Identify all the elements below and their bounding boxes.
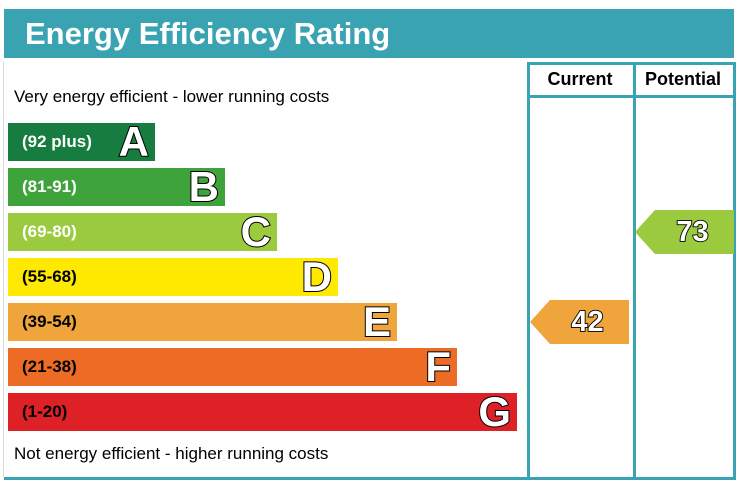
- top-note: Very energy efficient - lower running co…: [14, 87, 330, 106]
- band-letter: F: [424, 343, 452, 390]
- band-row-a: (92 plus) A: [8, 118, 155, 165]
- potential-value: 73: [675, 215, 709, 249]
- table-border-bottom: [4, 477, 736, 480]
- current-value: 42: [570, 305, 604, 339]
- band-range-label: (92 plus): [22, 132, 92, 151]
- table-header-underline: [527, 95, 736, 98]
- band-letter: G: [477, 388, 512, 435]
- band-range-label: (39-54): [22, 312, 77, 331]
- column-header-current: Current: [547, 68, 613, 89]
- band-letter: A: [118, 118, 150, 165]
- band-row-b: (81-91) B: [8, 163, 225, 210]
- table-border-right: [733, 62, 736, 480]
- title-bar: Energy Efficiency Rating: [4, 9, 734, 58]
- band-letter: C: [240, 208, 272, 255]
- band-letter: D: [301, 253, 333, 300]
- current-arrow: 42: [530, 300, 629, 344]
- band-row-e: (39-54) E: [8, 298, 397, 345]
- table-divider-current-potential: [633, 62, 636, 480]
- potential-arrow: 73: [635, 210, 734, 254]
- band-letter: B: [188, 163, 220, 210]
- band-letter: E: [362, 298, 392, 345]
- band-range-label: (69-80): [22, 222, 77, 241]
- band-row-g: (1-20) G: [8, 388, 517, 435]
- band-range-label: (1-20): [22, 402, 68, 421]
- band-range-label: (55-68): [22, 267, 77, 286]
- table-border-left: [3, 62, 4, 477]
- table-divider-current-left: [527, 62, 530, 480]
- column-header-potential: Potential: [644, 68, 721, 89]
- bottom-note: Not energy efficient - higher running co…: [14, 444, 329, 463]
- band-range-label: (21-38): [22, 357, 77, 376]
- table-border-top-right-section: [527, 62, 736, 65]
- band-row-d: (55-68) D: [8, 253, 338, 300]
- band-range-label: (81-91): [22, 177, 77, 196]
- page-title: Energy Efficiency Rating: [25, 16, 391, 51]
- band-row-c: (69-80) C: [8, 208, 277, 255]
- band-row-f: (21-38) F: [8, 343, 457, 390]
